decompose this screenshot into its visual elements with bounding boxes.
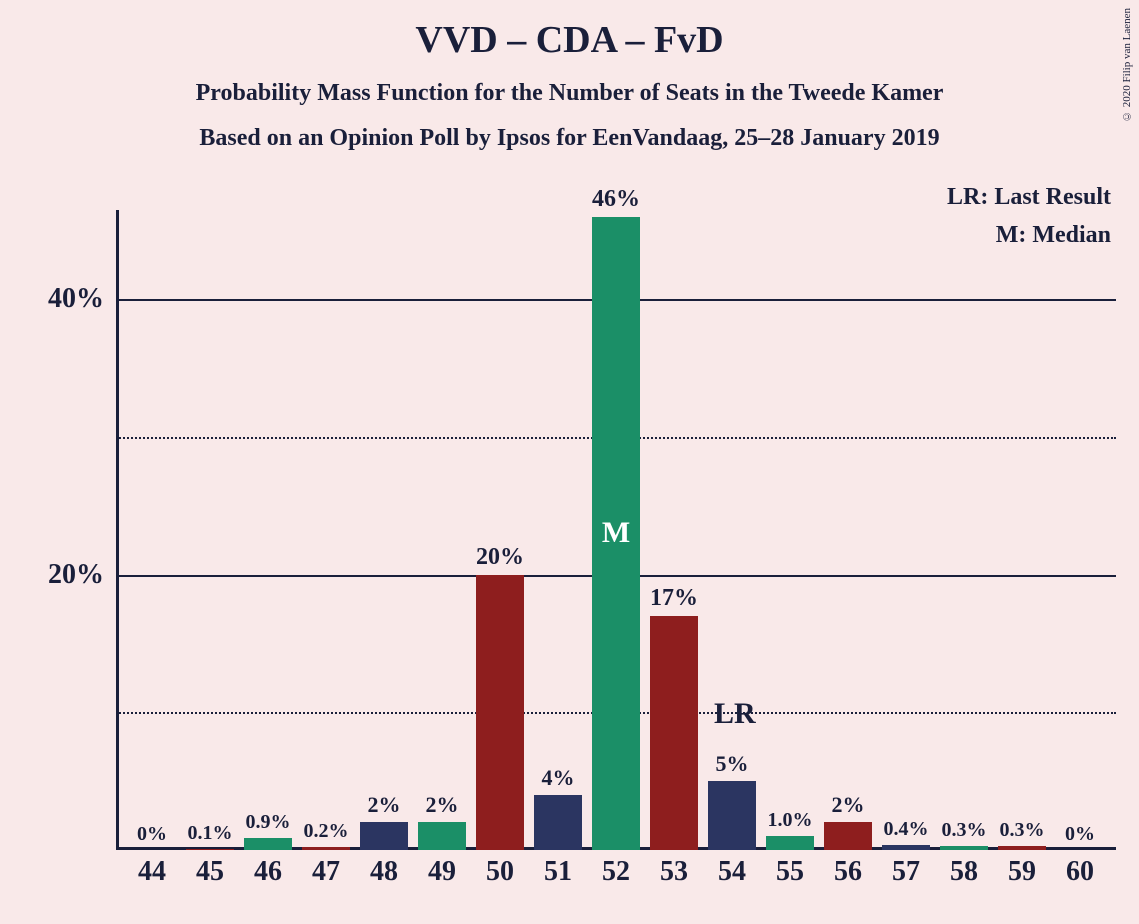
bars-container: 0%0.1%0.9%0.2%2%2%20%4%46%M17%5%LR1.0%2%… (116, 210, 1116, 850)
bar-value-label: 2% (360, 792, 408, 822)
x-tick-label: 49 (428, 856, 456, 888)
bar-value-label: 0.1% (186, 822, 234, 849)
x-tick-label: 45 (196, 856, 224, 888)
bar-value-label: 2% (824, 792, 872, 822)
bar: 2% (824, 822, 872, 850)
bar-value-label: 0.4% (882, 818, 930, 845)
bar-value-label: 0.9% (244, 811, 292, 838)
bar: 5% (708, 781, 756, 850)
bar: 0.4% (882, 845, 930, 851)
x-tick-label: 58 (950, 856, 978, 888)
bar: 2% (418, 822, 466, 850)
x-tick-label: 57 (892, 856, 920, 888)
bar: 0.3% (998, 846, 1046, 850)
bar-value-label: 0.2% (302, 820, 350, 847)
bar-value-label: 17% (650, 585, 698, 616)
chart-subtitle-1: Probability Mass Function for the Number… (0, 80, 1139, 107)
median-marker: M (592, 516, 640, 550)
bar: 4% (534, 795, 582, 850)
bar-value-label: 20% (476, 544, 524, 575)
last-result-marker: LR (714, 697, 756, 731)
bar-value-label: 46% (592, 186, 640, 217)
x-tick-label: 51 (544, 856, 572, 888)
chart-subtitle-2: Based on an Opinion Poll by Ipsos for Ee… (0, 125, 1139, 152)
bar-value-label: 1.0% (766, 809, 814, 836)
bar-value-label: 2% (418, 792, 466, 822)
bar-value-label: 0% (128, 823, 176, 850)
chart-title: VVD – CDA – FvD (0, 0, 1139, 62)
bar: 0.1% (186, 849, 234, 850)
x-tick-label: 54 (718, 856, 746, 888)
bar-value-label: 0.3% (940, 819, 988, 846)
y-tick-label: 40% (48, 283, 104, 315)
bar: 2% (360, 822, 408, 850)
x-tick-label: 59 (1008, 856, 1036, 888)
x-tick-label: 60 (1066, 856, 1094, 888)
x-tick-label: 44 (138, 856, 166, 888)
copyright: © 2020 Filip van Laenen (1121, 8, 1133, 122)
bar: 0.2% (302, 847, 350, 850)
bar-value-label: 0% (1056, 823, 1104, 850)
x-tick-label: 46 (254, 856, 282, 888)
bar-value-label: 5% (708, 751, 756, 781)
bar: 0.3% (940, 846, 988, 850)
pmf-bar-chart: 20%40% 0%0.1%0.9%0.2%2%2%20%4%46%M17%5%L… (116, 210, 1116, 850)
x-tick-label: 55 (776, 856, 804, 888)
bar: 1.0% (766, 836, 814, 850)
x-tick-label: 50 (486, 856, 514, 888)
bar-value-label: 4% (534, 765, 582, 795)
bar: 0.9% (244, 838, 292, 850)
bar-value-label: 0.3% (998, 819, 1046, 846)
x-tick-label: 52 (602, 856, 630, 888)
bar: 46%M (592, 217, 640, 850)
x-tick-label: 47 (312, 856, 340, 888)
x-tick-label: 53 (660, 856, 688, 888)
y-tick-label: 20% (48, 559, 104, 591)
x-tick-label: 56 (834, 856, 862, 888)
x-tick-label: 48 (370, 856, 398, 888)
bar: 17% (650, 616, 698, 850)
bar: 20% (476, 575, 524, 850)
